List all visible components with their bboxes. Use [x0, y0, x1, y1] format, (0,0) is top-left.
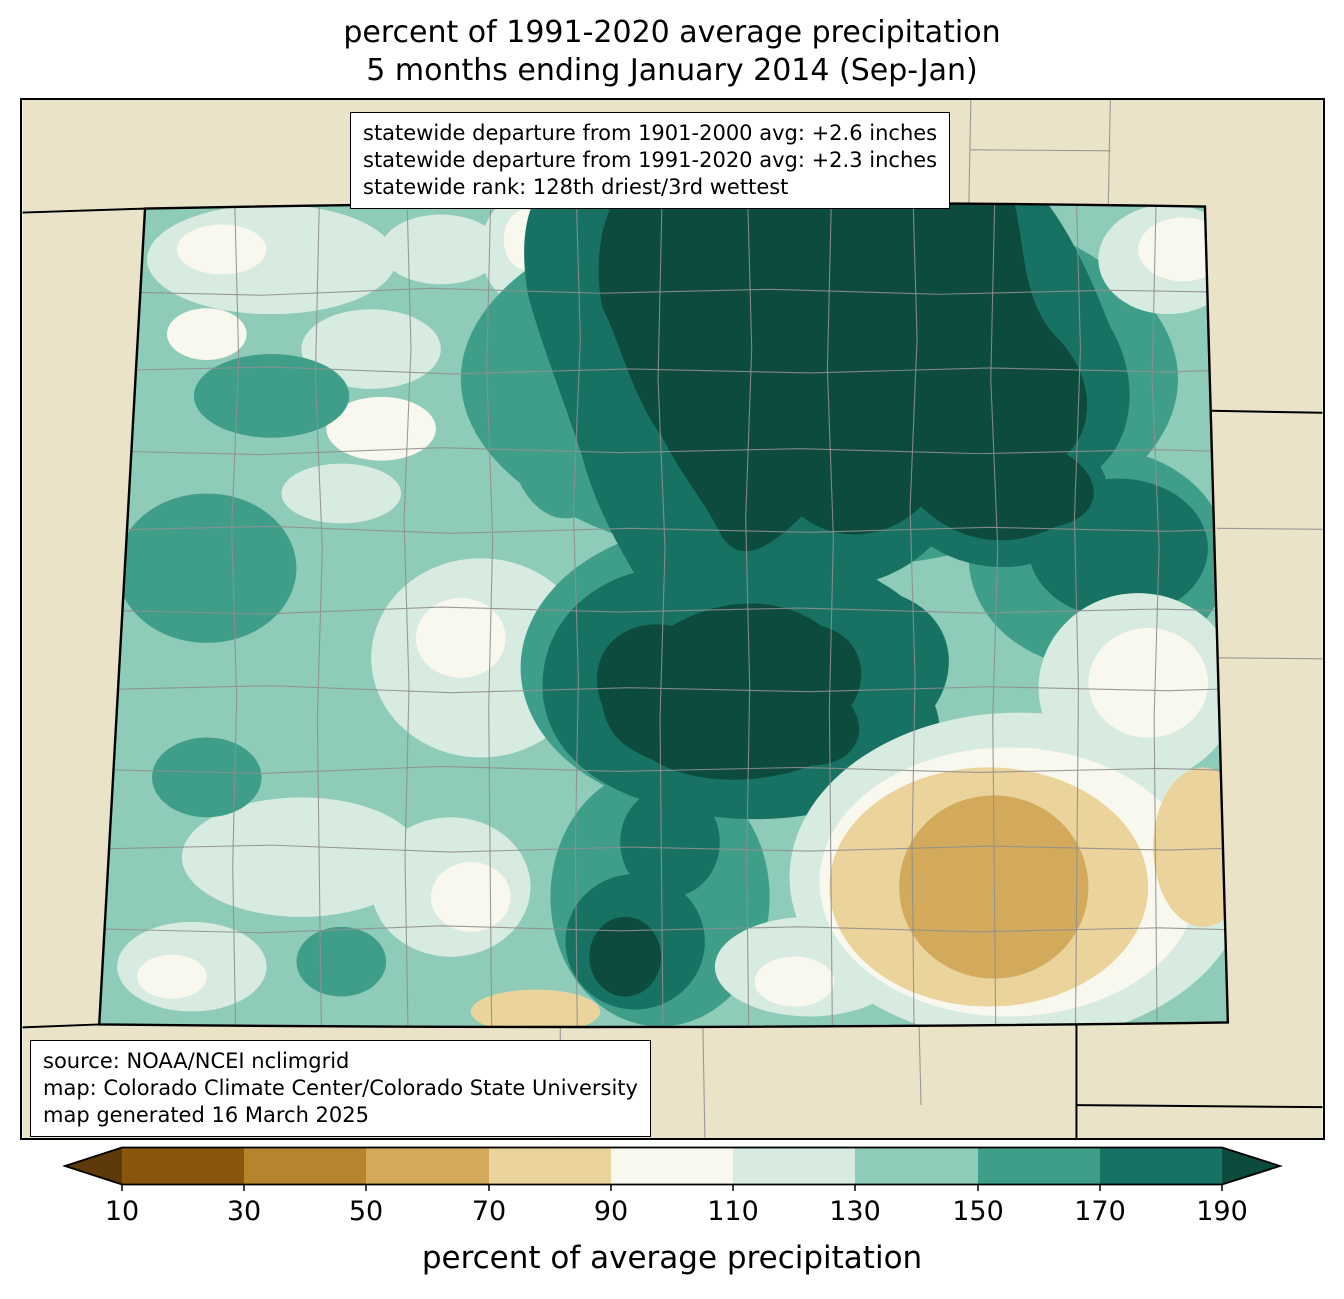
colorbar — [62, 1146, 1283, 1191]
stats-line-1: statewide departure from 1901-2000 avg: … — [363, 121, 938, 145]
colorbar-tick-130: 130 — [829, 1196, 881, 1227]
source-line-1: source: NOAA/NCEI nclimgrid — [43, 1049, 350, 1073]
colorbar-seg-30-50 — [244, 1147, 367, 1185]
contours-above-190 — [589, 202, 1094, 997]
colorado-precipitation-map — [22, 100, 1323, 1138]
colorbar-seg-150-170 — [978, 1147, 1101, 1185]
colorbar-seg-170-190 — [1100, 1147, 1222, 1185]
stats-line-2: statewide departure from 1991-2020 avg: … — [363, 148, 938, 172]
colorbar-tick-110: 110 — [707, 1196, 759, 1227]
colorbar-seg-130-150 — [855, 1147, 979, 1185]
statewide-stats-box: statewide departure from 1901-2000 avg: … — [350, 112, 951, 209]
colorbar-tick-marks — [121, 1184, 1223, 1191]
state-interior — [99, 202, 1228, 1027]
colorbar-seg-70-90 — [489, 1147, 612, 1185]
title-line1: percent of 1991-2020 average precipitati… — [343, 15, 1001, 50]
colorbar-arrow-below-10 — [65, 1147, 122, 1185]
chart-title: percent of 1991-2020 average precipitati… — [0, 14, 1344, 90]
colorbar-tick-190: 190 — [1196, 1196, 1248, 1227]
stats-line-3: statewide rank: 128th driest/3rd wettest — [363, 175, 789, 199]
colorbar-tick-10: 10 — [104, 1196, 140, 1227]
colorbar-seg-90-110 — [611, 1147, 734, 1185]
colorbar-seg-50-70 — [366, 1147, 490, 1185]
colorbar-arrow-above-190 — [1222, 1147, 1280, 1185]
source-line-3: map generated 16 March 2025 — [43, 1103, 370, 1127]
source-attribution-box: source: NOAA/NCEI nclimgrid map: Colorad… — [30, 1040, 651, 1137]
colorbar-tick-170: 170 — [1074, 1196, 1126, 1227]
source-line-2: map: Colorado Climate Center/Colorado St… — [43, 1076, 638, 1100]
county-boundaries — [99, 202, 1228, 1027]
colorbar-seg-10-30 — [122, 1147, 245, 1185]
contours-90-110-west — [137, 209, 548, 999]
colorbar-tick-150: 150 — [952, 1196, 1004, 1227]
colorbar-tick-90: 90 — [593, 1196, 629, 1227]
colorbar-seg-110-130 — [733, 1147, 856, 1185]
map-frame: statewide departure from 1901-2000 avg: … — [20, 98, 1325, 1140]
colorbar-tick-50: 50 — [348, 1196, 384, 1227]
contours-50-70 — [899, 795, 1089, 979]
colorbar-tick-70: 70 — [471, 1196, 507, 1227]
colorbar-tick-30: 30 — [226, 1196, 262, 1227]
colorbar-axis-label: percent of average precipitation — [421, 1240, 923, 1276]
title-line2: 5 months ending January 2014 (Sep-Jan) — [366, 53, 978, 88]
